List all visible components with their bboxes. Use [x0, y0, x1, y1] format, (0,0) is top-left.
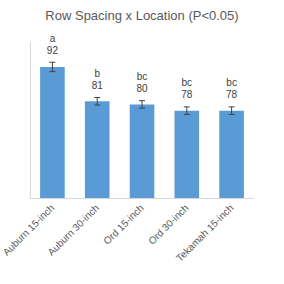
- svg-text:80: 80: [136, 83, 148, 94]
- svg-text:bc: bc: [182, 77, 193, 88]
- svg-text:81: 81: [92, 80, 104, 91]
- svg-text:78: 78: [181, 89, 193, 100]
- svg-text:Auburn 15-inch: Auburn 15-inch: [0, 202, 57, 258]
- svg-text:Tekamah 15-inch: Tekamah 15-inch: [174, 202, 236, 264]
- svg-text:Ord 30-inch: Ord 30-inch: [146, 202, 191, 247]
- svg-text:b: b: [94, 68, 100, 79]
- svg-text:92: 92: [47, 45, 59, 56]
- svg-text:bc: bc: [137, 71, 148, 82]
- svg-text:Row Spacing x Location (P<0.05: Row Spacing x Location (P<0.05): [45, 8, 238, 23]
- svg-text:Auburn 30-inch: Auburn 30-inch: [45, 202, 101, 258]
- svg-text:Ord 15-inch: Ord 15-inch: [101, 202, 146, 247]
- svg-text:78: 78: [226, 89, 238, 100]
- svg-text:bc: bc: [226, 77, 237, 88]
- svg-text:a: a: [50, 33, 56, 44]
